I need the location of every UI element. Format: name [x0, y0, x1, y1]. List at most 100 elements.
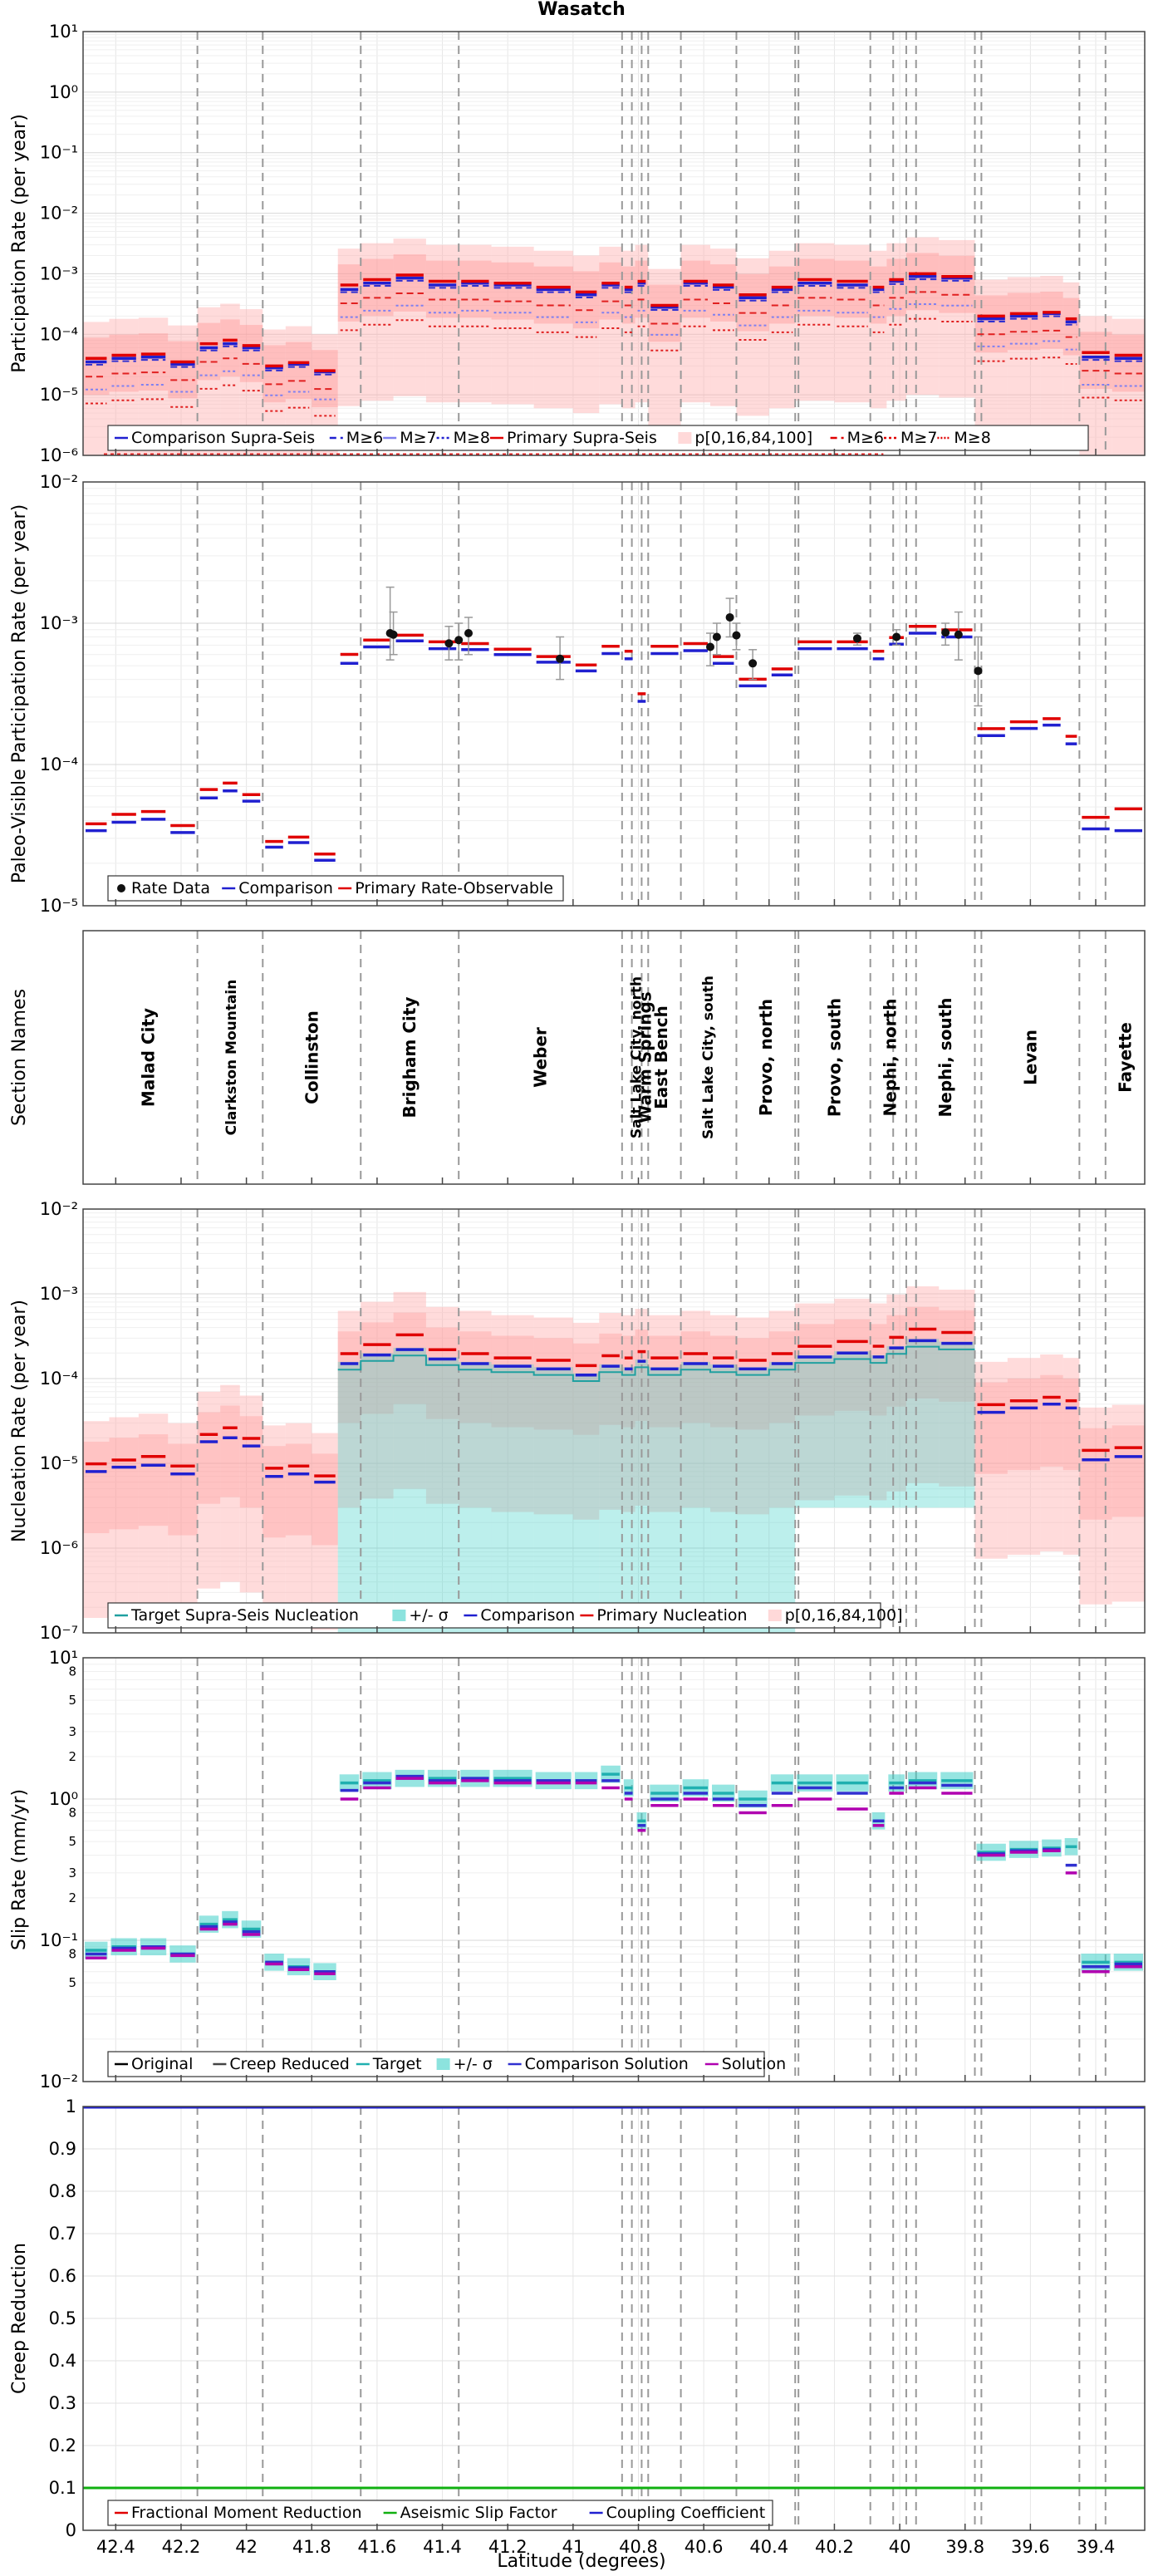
nucleation-target-sigma-band	[736, 1367, 769, 1633]
participation-y-tick-label: 10⁻²	[40, 204, 78, 224]
participation-uncertainty-band	[870, 266, 887, 324]
x-tick-label: 39.8	[945, 2537, 984, 2557]
creep-y-tick-label: 1	[66, 2097, 76, 2116]
participation-uncertainty-band	[425, 244, 459, 403]
participation-uncertainty-band	[220, 319, 240, 377]
participation-uncertainty-band	[905, 237, 940, 396]
participation-legend-entry: Comparison Supra-Seis	[131, 429, 315, 447]
slip-minor-tick-label: 3	[68, 1866, 76, 1880]
participation-uncertainty-band	[197, 322, 221, 381]
nucleation-uncertainty-band	[710, 1315, 737, 1512]
participation-uncertainty-band	[1111, 318, 1145, 455]
participation-legend-swatch	[678, 432, 692, 444]
nucleation-uncertainty-band	[905, 1306, 940, 1399]
nucleation-legend-entry: Target Supra-Seis Nucleation	[130, 1606, 359, 1625]
slip-minor-tick-label: 5	[68, 1693, 76, 1708]
nucleation-uncertainty-band	[168, 1443, 198, 1536]
paleo-plot-frame	[82, 481, 1146, 907]
paleo-rate-data-point	[748, 659, 758, 668]
nucleation-uncertainty-band	[239, 1416, 263, 1508]
nucleation-uncertainty-band	[197, 1391, 221, 1589]
participation-uncertainty-band	[680, 244, 711, 403]
nucleation-target-sigma-band	[361, 1353, 394, 1633]
paleo-legend-box	[107, 875, 564, 902]
section-name: Provo, south	[824, 998, 844, 1117]
section-name: Warm Springs	[635, 991, 655, 1123]
paleo-rate-data-point	[712, 632, 721, 642]
slip-y-tick-label: 10⁰	[49, 1789, 78, 1809]
nucleation-uncertainty-band	[599, 1333, 622, 1425]
participation-uncertainty-band	[459, 244, 492, 403]
nucleation-uncertainty-band	[312, 1433, 338, 1630]
nucleation-uncertainty-band	[974, 1361, 1008, 1559]
paleo-legend-swatch	[117, 884, 125, 892]
nucleation-uncertainty-band	[109, 1438, 139, 1530]
nucleation-uncertainty-band	[1062, 1379, 1080, 1471]
nucleation-uncertainty-band	[312, 1453, 338, 1546]
participation-uncertainty-band	[710, 248, 737, 406]
x-tick-label: 41.4	[423, 2537, 462, 2557]
participation-legend-entry: p[0,16,84,100]	[694, 429, 812, 447]
nucleation-uncertainty-band	[138, 1413, 169, 1611]
participation-uncertainty-band	[974, 295, 1008, 353]
nucleation-uncertainty-band	[459, 1331, 492, 1423]
paleo-y-tick-label: 10⁻²	[40, 472, 78, 492]
x-tick-label: 39.4	[1077, 2537, 1116, 2557]
nucleation-target-sigma-band	[393, 1347, 426, 1633]
nucleation-uncertainty-band	[1111, 1404, 1145, 1602]
nucleation-uncertainty-band	[572, 1343, 600, 1435]
slip-y-tick-label: 10¹	[49, 1648, 78, 1668]
slip-legend-entry: Creep Reduced	[229, 2055, 349, 2073]
creep-y-tick-label: 0.8	[49, 2181, 76, 2201]
participation-legend-entry: M≥7	[900, 429, 937, 447]
creep-y-tick-label: 0.7	[49, 2224, 76, 2244]
participation-uncertainty-band	[648, 268, 681, 427]
nucleation-target-sigma-band	[710, 1364, 737, 1633]
section-name: Malad City	[139, 1008, 159, 1107]
participation-uncertainty-band	[974, 279, 1008, 438]
section-name: Nephi, north	[880, 999, 900, 1117]
nucleation-target-sigma-band	[572, 1373, 600, 1633]
participation-uncertainty-band	[361, 258, 394, 317]
x-tick-label: 40	[889, 2537, 911, 2557]
x-axis-label: Latitude (degrees)	[497, 2551, 666, 2572]
nucleation-uncertainty-band	[768, 1331, 796, 1423]
section-name: Salt Lake City, north	[629, 976, 645, 1138]
nucleation-legend-swatch	[768, 1610, 782, 1621]
sections-y-label: Section Names	[9, 989, 30, 1126]
participation-legend-box	[107, 425, 1089, 451]
nucleation-uncertainty-band	[425, 1327, 459, 1419]
participation-uncertainty-band	[1007, 293, 1041, 351]
slip-y-tick-label: 10⁻²	[40, 2072, 78, 2092]
participation-legend-entry: M≥8	[454, 429, 490, 447]
slip-legend-entry: Original	[131, 2055, 193, 2073]
nucleation-uncertainty-band	[1111, 1425, 1145, 1517]
x-tick-label: 39.6	[1011, 2537, 1050, 2557]
nucleation-target-sigma-band	[425, 1357, 459, 1633]
participation-y-label: Participation Rate (per year)	[9, 114, 30, 373]
nucleation-uncertainty-band	[648, 1315, 681, 1512]
nucleation-uncertainty-band	[459, 1310, 492, 1508]
creep-legend-box	[107, 2500, 773, 2526]
nucleation-legend-entry: Primary Nucleation	[596, 1606, 747, 1625]
nucleation-uncertainty-band	[939, 1289, 975, 1487]
x-tick-label: 40.2	[815, 2537, 854, 2557]
participation-uncertainty-band	[533, 266, 573, 324]
slip-legend-entry: Target	[372, 2055, 422, 2073]
nucleation-uncertainty-band	[361, 1322, 394, 1414]
slip-minor-tick-label: 8	[68, 1664, 76, 1679]
paleo-legend-entry: Primary Rate-Observable	[355, 879, 553, 897]
x-tick-label: 41.6	[358, 2537, 397, 2557]
participation-uncertainty-band	[425, 260, 459, 318]
participation-uncertainty-band	[834, 260, 871, 318]
nucleation-plot-frame	[82, 1208, 1146, 1634]
creep-y-tick-label: 0.4	[49, 2351, 76, 2371]
participation-uncertainty-band	[710, 264, 737, 322]
paleo-rate-data-point	[725, 612, 734, 622]
nucleation-target-sigma-band	[680, 1361, 711, 1633]
nucleation-uncertainty-band	[736, 1338, 769, 1430]
slip-minor-tick-label: 8	[68, 1805, 76, 1820]
participation-uncertainty-band	[263, 345, 286, 403]
paleo-rate-data-point	[974, 666, 983, 676]
